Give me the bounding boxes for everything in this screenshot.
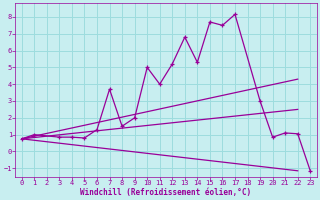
- X-axis label: Windchill (Refroidissement éolien,°C): Windchill (Refroidissement éolien,°C): [80, 188, 252, 197]
